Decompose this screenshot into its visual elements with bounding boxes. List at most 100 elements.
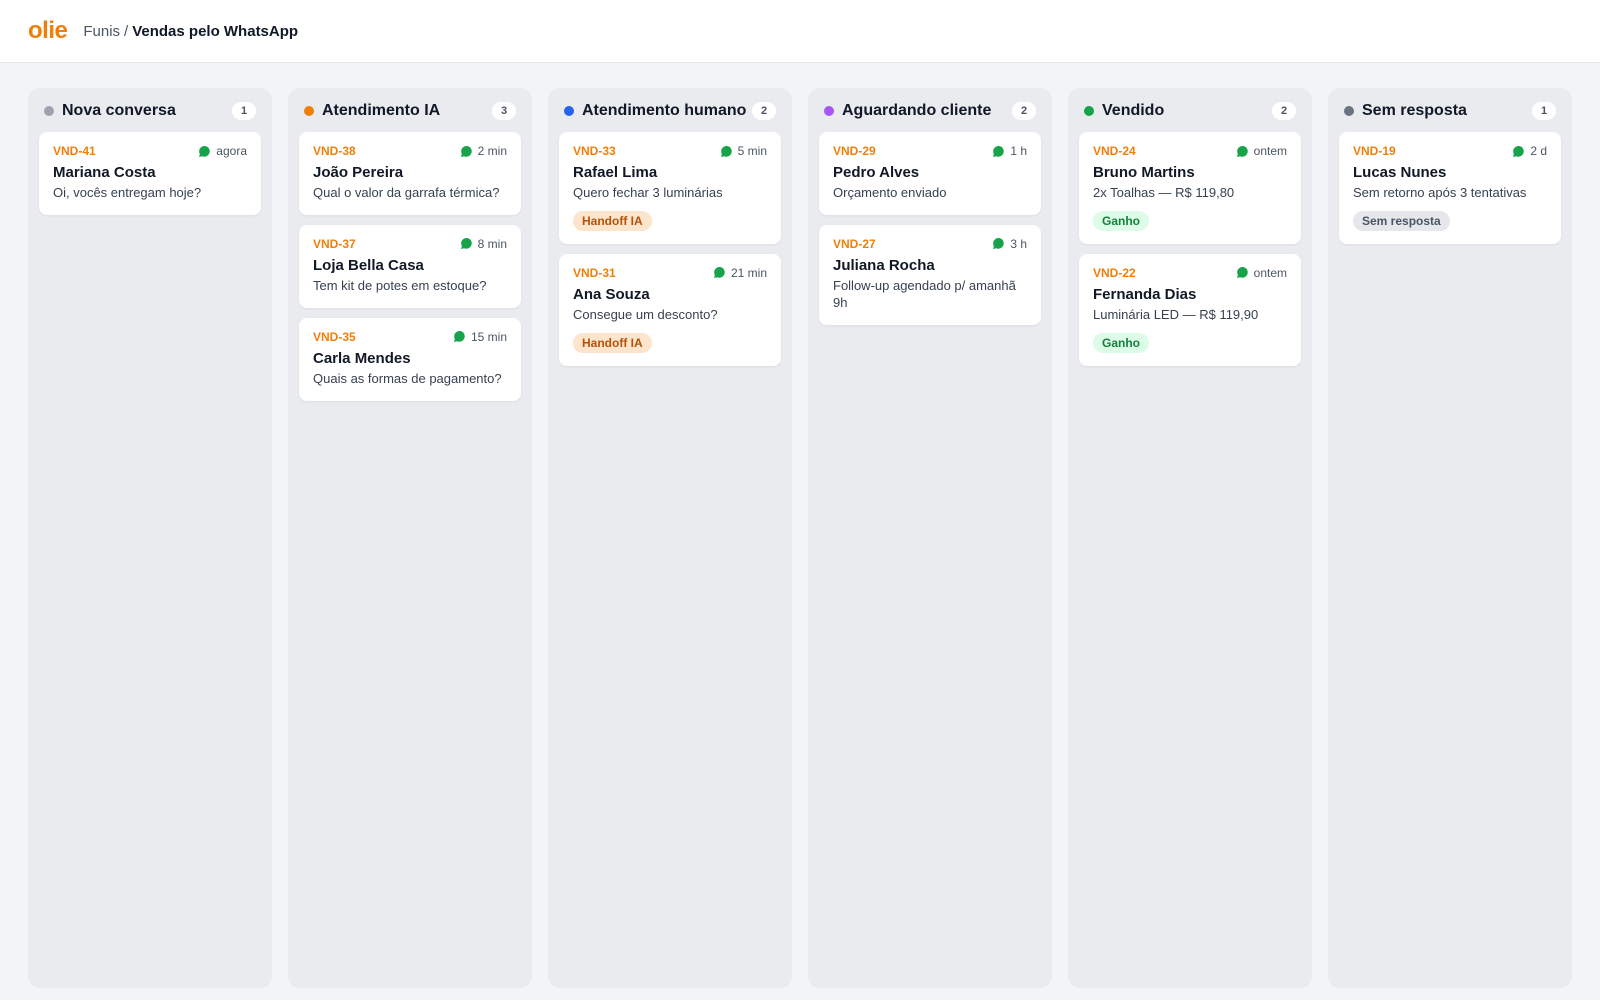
last-message-preview: Follow-up agendado p/ amanhã 9h (833, 277, 1016, 310)
column-header: Atendimento IA 3 (299, 100, 521, 122)
status-tag: Sem resposta (1353, 210, 1450, 231)
whatsapp-chat-icon (993, 145, 1005, 157)
kanban-column-4: Aguardando cliente 2 VND-29 1 h Pedro Al… (808, 88, 1052, 988)
whatsapp-chat-icon (720, 145, 732, 157)
column-status-dot (1344, 106, 1354, 116)
last-message-preview: Sem retorno após 3 tentativas (1353, 185, 1527, 200)
last-message-preview: Luminária LED — R$ 119,90 (1093, 306, 1259, 322)
column-card-list: VND-38 2 min João Pereira Qual o valor d… (299, 132, 521, 401)
deal-id: VND-19 (1353, 144, 1396, 158)
time-text: 1 h (1010, 144, 1027, 158)
card-header: VND-22 ontem (1093, 266, 1287, 280)
contact-name: Rafael Lima (573, 164, 658, 181)
deal-card[interactable]: VND-19 2 d Lucas Nunes Sem retorno após … (1339, 132, 1561, 244)
deal-id: VND-31 (573, 265, 616, 280)
card-header: VND-31 21 min (573, 266, 767, 280)
column-header: Nova conversa 1 (39, 100, 261, 122)
deal-card[interactable]: VND-38 2 min João Pereira Qual o valor d… (299, 132, 521, 215)
deal-id: VND-27 (833, 236, 876, 251)
time-text: 21 min (730, 265, 767, 280)
last-message-time: ontem (1236, 144, 1287, 158)
column-title: Vendido (1102, 102, 1165, 119)
contact-name: Juliana Rocha (833, 256, 935, 274)
column-count-badge: 1 (232, 102, 256, 120)
whatsapp-chat-icon (1513, 145, 1525, 157)
whatsapp-chat-icon (993, 238, 1005, 250)
time-text: 2 d (1530, 144, 1547, 158)
whatsapp-chat-icon (199, 145, 211, 157)
contact-name: Loja Bella Casa (313, 256, 424, 274)
card-header: VND-35 15 min (313, 330, 507, 344)
column-title: Atendimento IA (322, 102, 441, 119)
last-message-time: agora (198, 144, 247, 158)
column-status-dot (44, 106, 54, 116)
column-count-badge: 2 (1272, 102, 1296, 120)
breadcrumb-separator: / (124, 22, 129, 40)
last-message-preview: Quero fechar 3 luminárias (573, 185, 723, 200)
deal-card[interactable]: VND-37 8 min Loja Bella Casa Tem kit de … (299, 224, 521, 308)
whatsapp-chat-icon (1236, 145, 1248, 157)
deal-card[interactable]: VND-41 agora Mariana Costa Oi, vocês ent… (39, 132, 261, 215)
card-header: VND-27 3 h (833, 237, 1027, 251)
column-card-list: VND-19 2 d Lucas Nunes Sem retorno após … (1339, 132, 1561, 244)
deal-card[interactable]: VND-31 21 min Ana Souza Consegue um desc… (559, 253, 781, 366)
breadcrumb: Funis / Vendas pelo WhatsApp (83, 23, 298, 40)
column-card-list: VND-24 ontem Bruno Martins 2x Toalhas — … (1079, 132, 1301, 366)
deal-card[interactable]: VND-35 15 min Carla Mendes Quais as form… (299, 317, 521, 401)
top-bar: olie Funis / Vendas pelo WhatsApp (0, 0, 1600, 63)
last-message-time: 21 min (713, 266, 767, 280)
deal-card[interactable]: VND-29 1 h Pedro Alves Orçamento enviado (819, 132, 1041, 215)
deal-id: VND-33 (573, 144, 616, 158)
whatsapp-chat-icon (454, 331, 465, 343)
deal-id: VND-41 (53, 144, 96, 158)
app-logo[interactable]: olie (28, 17, 68, 44)
deal-card[interactable]: VND-33 5 min Rafael Lima Quero fechar 3 … (559, 132, 781, 244)
column-status-dot (304, 106, 314, 116)
status-tag: Ganho (1093, 210, 1149, 231)
last-message-time: 2 d (1512, 144, 1547, 158)
deal-card[interactable]: VND-24 ontem Bruno Martins 2x Toalhas — … (1079, 132, 1301, 244)
last-message-time: ontem (1236, 266, 1287, 280)
card-header: VND-24 ontem (1093, 144, 1287, 158)
breadcrumb-parent-link[interactable]: Funis (83, 22, 121, 40)
contact-name: Carla Mendes (313, 349, 411, 367)
column-count-badge: 3 (492, 102, 516, 120)
deal-card[interactable]: VND-27 3 h Juliana Rocha Follow-up agend… (819, 224, 1041, 325)
status-tag: Ganho (1093, 332, 1149, 353)
time-text: ontem (1253, 265, 1287, 280)
card-header: VND-19 2 d (1353, 144, 1547, 158)
column-header: Atendimento humano 2 (559, 100, 781, 122)
whatsapp-chat-icon (460, 145, 472, 157)
column-title: Nova conversa (62, 102, 176, 119)
contact-name: João Pereira (313, 164, 404, 181)
column-count-badge: 1 (1532, 102, 1556, 120)
time-text: 15 min (470, 329, 507, 344)
column-count-badge: 2 (1012, 102, 1036, 120)
deal-id: VND-22 (1093, 265, 1136, 280)
last-message-preview: Orçamento enviado (833, 185, 947, 200)
kanban-column-6: Sem resposta 1 VND-19 2 d Lucas Nunes Se… (1328, 88, 1572, 988)
last-message-time: 2 min (460, 144, 507, 158)
last-message-preview: Qual o valor da garrafa térmica? (313, 185, 500, 200)
kanban-column-5: Vendido 2 VND-24 ontem Bruno Martins 2x … (1068, 88, 1312, 988)
column-count-badge: 2 (752, 102, 776, 120)
column-header: Vendido 2 (1079, 100, 1301, 122)
contact-name: Lucas Nunes (1353, 164, 1447, 181)
column-status-dot (1084, 106, 1094, 116)
column-card-list: VND-29 1 h Pedro Alves Orçamento enviado… (819, 132, 1041, 325)
last-message-preview: Consegue um desconto? (573, 306, 718, 322)
whatsapp-chat-icon (460, 238, 472, 250)
time-text: 3 h (1010, 236, 1027, 251)
whatsapp-chat-icon (714, 267, 725, 279)
status-tag: Handoff IA (573, 210, 652, 231)
contact-name: Ana Souza (573, 285, 650, 303)
time-text: 5 min (737, 144, 767, 158)
breadcrumb-current-page: Vendas pelo WhatsApp (132, 22, 299, 40)
kanban-board: Nova conversa 1 VND-41 agora Mariana Cos… (0, 63, 1600, 1000)
deal-card[interactable]: VND-22 ontem Fernanda Dias Luminária LED… (1079, 253, 1301, 366)
column-status-dot (564, 106, 574, 116)
card-header: VND-41 agora (53, 144, 247, 158)
last-message-preview: Tem kit de potes em estoque? (313, 277, 487, 293)
whatsapp-chat-icon (1236, 267, 1248, 279)
deal-id: VND-38 (313, 144, 356, 158)
